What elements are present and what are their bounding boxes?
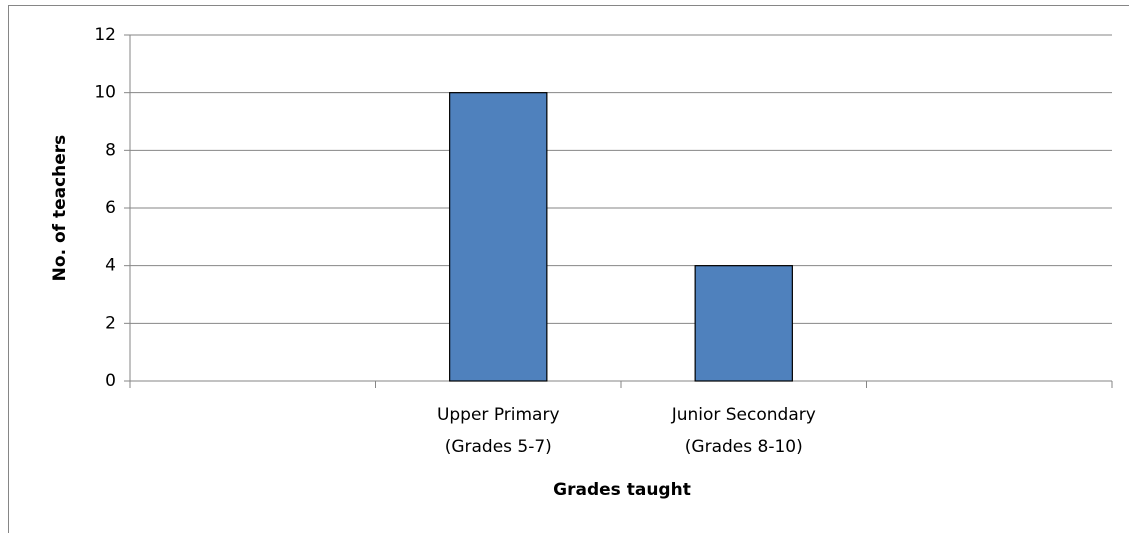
y-tick-label: 6 — [105, 198, 116, 218]
y-tick-label: 10 — [94, 83, 116, 103]
y-tick-label: 2 — [105, 313, 116, 333]
y-tick-label: 8 — [105, 140, 116, 160]
y-tick-label: 0 — [105, 371, 116, 391]
y-tick-label: 4 — [105, 256, 116, 276]
bar — [449, 92, 548, 382]
x-axis-title: Grades taught — [553, 480, 691, 500]
x-tick-label: (Grades 5-7) — [445, 437, 552, 457]
x-tick-label: (Grades 8-10) — [685, 437, 803, 457]
x-tick-label: Junior Secondary — [671, 405, 816, 425]
bar — [694, 265, 793, 382]
y-tick-label: 12 — [94, 25, 116, 45]
x-tick-label: Upper Primary — [437, 405, 560, 425]
y-axis-title: No. of teachers — [50, 135, 70, 282]
chart-border — [8, 5, 1129, 533]
